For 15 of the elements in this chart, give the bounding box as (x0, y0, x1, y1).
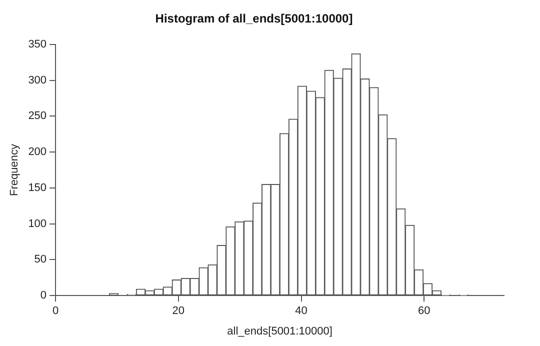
x-tick-label: 60 (418, 305, 430, 318)
x-tick-label: 20 (172, 305, 185, 318)
chart-title: Histogram of all_ends[5001:10000] (155, 12, 353, 26)
y-tick-label: 150 (28, 182, 47, 194)
y-tick-label: 50 (34, 254, 47, 266)
y-tick-label: 350 (28, 38, 47, 50)
y-axis-title: Frequency (8, 144, 21, 196)
y-tick-label: 0 (40, 290, 47, 302)
x-tick-label: 40 (295, 305, 308, 318)
x-tick-label: 0 (52, 305, 59, 318)
y-tick-label: 300 (28, 74, 47, 86)
y-tick-label: 200 (28, 146, 47, 158)
y-tick-label: 100 (28, 218, 47, 230)
x-axis-title: all_ends[5001:10000] (227, 325, 332, 338)
y-tick-label: 250 (28, 110, 47, 122)
